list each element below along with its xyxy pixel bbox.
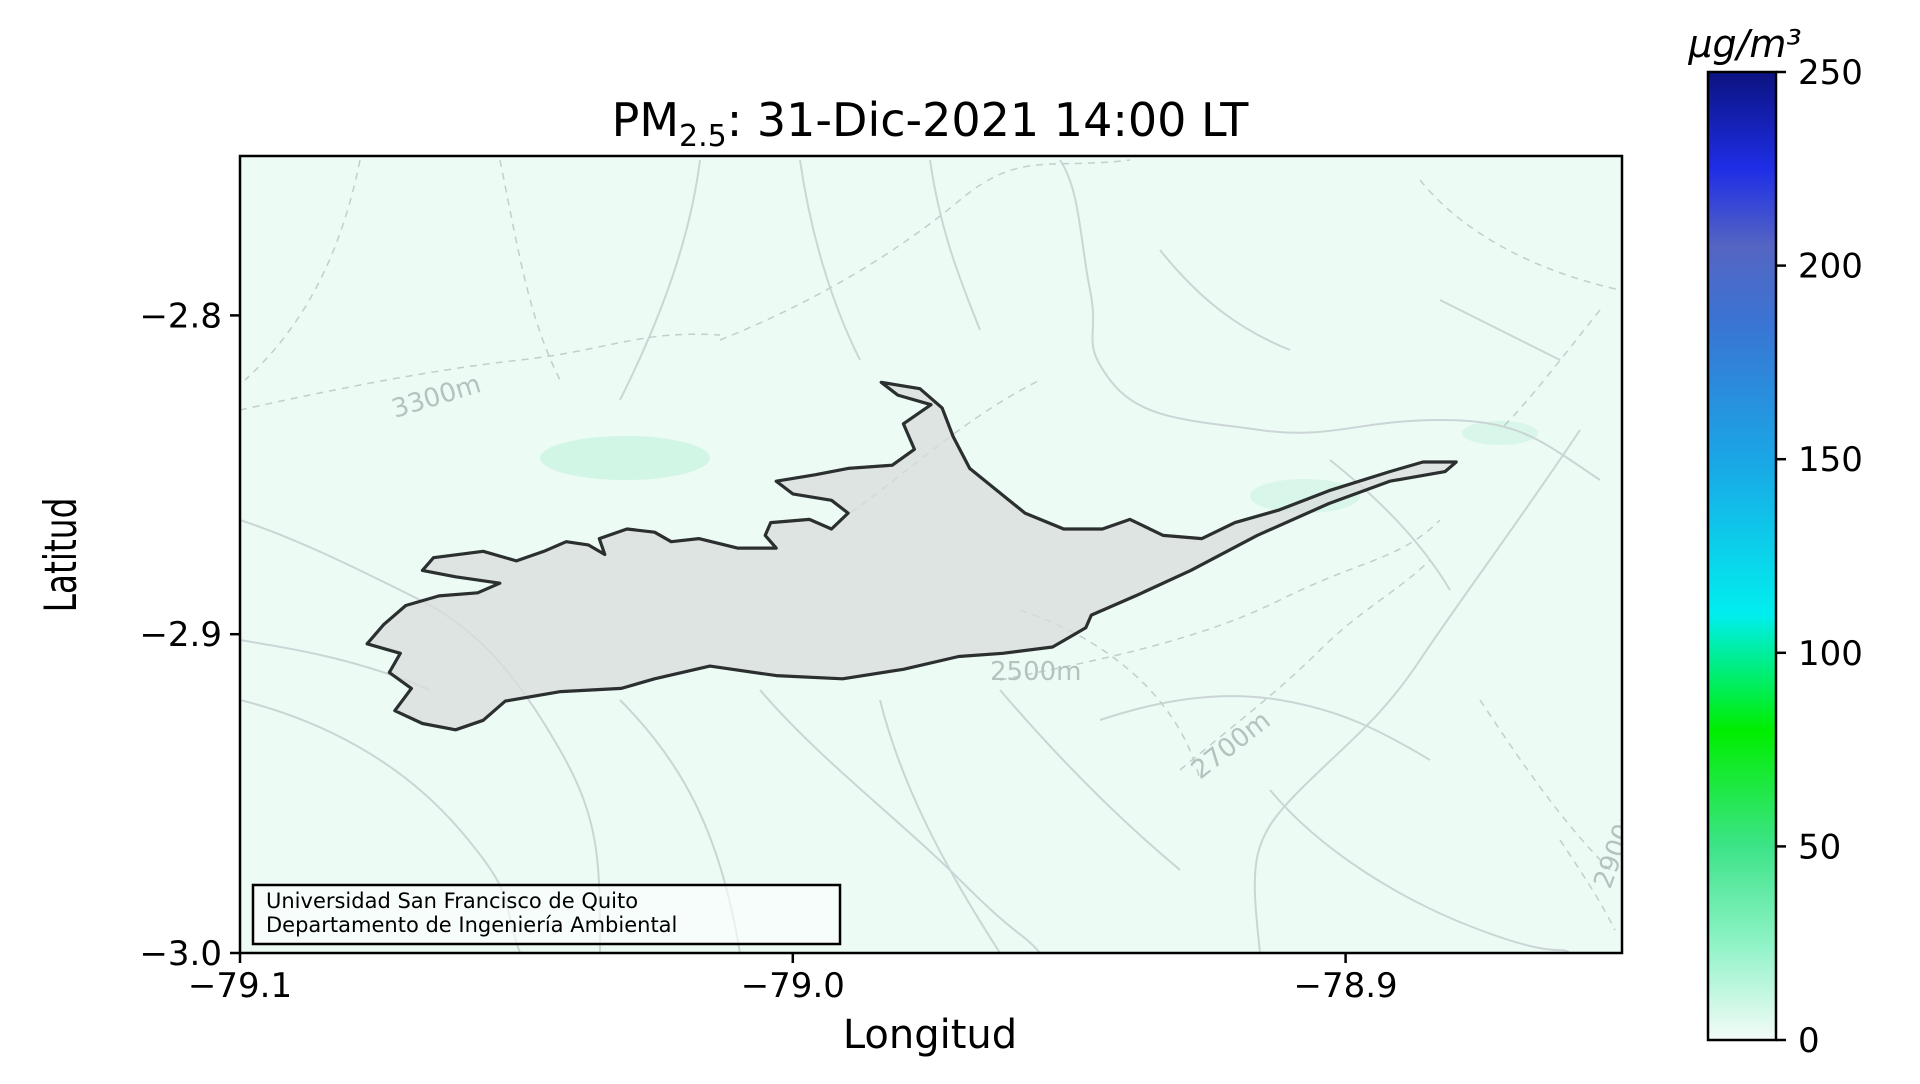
contour-label: 2500m [990,657,1082,687]
urban-area-fill [367,382,1457,730]
credit-box-frame [251,883,842,946]
x-tick-label: −78.9 [1293,966,1397,1006]
colorbar-tick-label: 200 [1798,247,1863,287]
colorbar-unit-label: μg/m³ [1687,22,1801,66]
x-tick-label: −79.1 [188,966,292,1006]
title-prefix: PM [612,93,679,147]
haze-patch [1250,479,1360,513]
map-frame [238,154,1624,955]
x-tick-label: −79.0 [741,966,845,1006]
road-network [240,159,1601,953]
figure-title: PM2.5: 31-Dic-2021 14:00 LT [612,93,1250,154]
colorbar-tick-label: 50 [1798,827,1841,867]
title-suffix: : 31-Dic-2021 14:00 LT [727,93,1250,147]
colorbar-tick-label: 150 [1798,440,1863,480]
y-axis-title: Latitud [36,498,87,613]
colorbar-tick-label: 250 [1798,53,1863,93]
y-tick-label: −2.9 [139,615,222,655]
map-panel: 3300m 2500m 2700m 2900m Universidad San … [36,154,1624,1058]
colorbar-ticks: 0 50 100 150 200 250 [1776,53,1863,1061]
city-boundary-outline [365,380,1458,732]
colorbar-bar [1706,70,1778,1042]
colorbar-tick-label: 0 [1798,1021,1820,1061]
y-axis-ticks: −2.8 −2.9 −3.0 [139,296,240,974]
credit-line-department: Departamento de Ingeniería Ambiental [266,913,677,937]
haze-patch [1462,421,1538,445]
contour-lines [240,159,1621,931]
y-tick-label: −3.0 [139,934,222,974]
credit-box: Universidad San Francisco de Quito Depar… [251,883,842,946]
credit-line-university: Universidad San Francisco de Quito [266,889,638,913]
title-subscript: 2.5 [679,119,727,154]
x-axis-title: Longitud [843,1012,1017,1058]
colorbar-tick-label: 100 [1798,634,1863,674]
haze-patch [540,436,710,480]
colorbar: μg/m³ 0 50 100 150 200 250 [1687,22,1863,1061]
x-axis-ticks: −79.1 −79.0 −78.9 [188,953,1398,1006]
y-tick-label: −2.8 [139,296,222,336]
